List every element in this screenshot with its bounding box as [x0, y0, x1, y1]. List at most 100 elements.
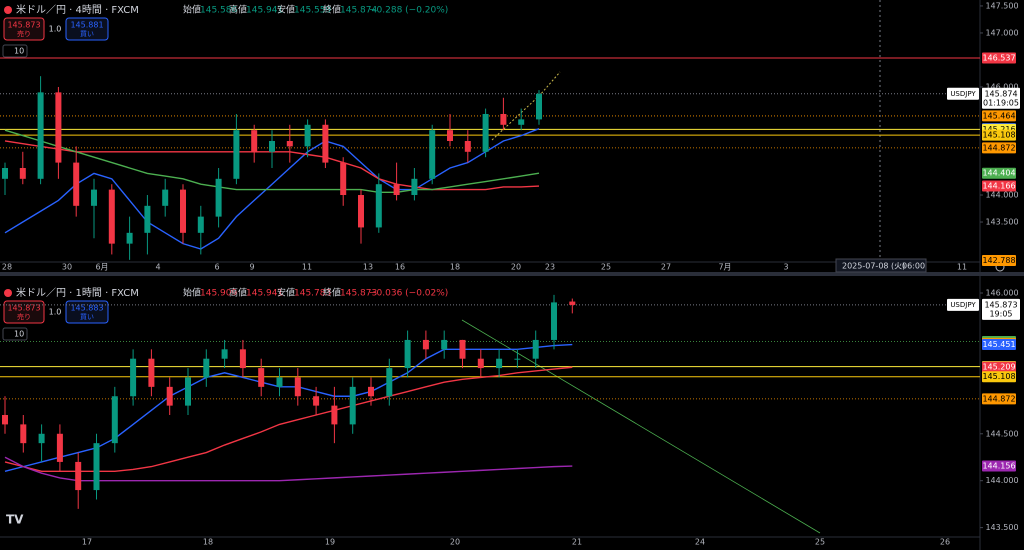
candle-body [404, 339, 411, 369]
ohlc-label: 始値 [183, 4, 201, 16]
candle-body [20, 424, 27, 444]
price-level-tag [982, 254, 1016, 266]
candle-body [37, 92, 44, 179]
current-price-tag [982, 298, 1020, 320]
candle-body [233, 130, 240, 179]
crosshair-date-box [835, 258, 927, 273]
candle-body [2, 168, 8, 179]
y-tick-label: 147.500 [985, 1, 1018, 10]
ohlc-value: 145.559 [294, 6, 331, 16]
symbol-tag [947, 87, 979, 100]
x-tick-label: 30 [62, 263, 72, 272]
sell-label: 売り [17, 312, 31, 321]
symbol-title: 米ドル／円 · 1時間 · FXCM [16, 286, 139, 299]
candle-body [215, 178, 222, 217]
x-tick-label: 7月 [718, 263, 731, 272]
candle-body [108, 189, 115, 244]
candle-body [130, 358, 137, 397]
candle-body [276, 377, 283, 387]
candle-body [93, 443, 100, 491]
symbol-tag-label: USDJPY [950, 301, 976, 309]
price-level-label: 145.464 [982, 111, 1015, 120]
y-tick-label: 144.500 [985, 429, 1018, 438]
ohlc-label: 高値 [229, 4, 247, 16]
price-level-label: 144.872 [982, 394, 1015, 403]
symbol-title: 米ドル／円 · 4時間 · FXCM [16, 3, 139, 16]
moving-average [4, 366, 573, 473]
candle-body [38, 433, 45, 444]
candle-body [239, 349, 246, 369]
y-tick-label: 143.500 [985, 523, 1018, 532]
indicator-toggle[interactable] [2, 327, 28, 341]
x-tick-label: 3 [783, 263, 788, 272]
ohlc-value: 145.874 [340, 6, 377, 16]
indicator-toggle[interactable] [2, 44, 28, 58]
candle-body [422, 339, 429, 350]
candle-body [197, 216, 204, 233]
price-level-label: 145.216 [982, 125, 1015, 134]
crosshair-date: 2025-07-08 (火) [842, 262, 905, 271]
sell-price: 145.873 [7, 21, 40, 30]
price-level-tag [982, 361, 1016, 373]
candle-body [111, 396, 118, 444]
candle-body [73, 162, 80, 206]
price-level-tag [982, 52, 1016, 64]
price-level-label: 142.788 [982, 256, 1015, 265]
price-level-label: 144.872 [982, 143, 1015, 152]
candle-body [2, 415, 8, 425]
x-tick-label: 20 [450, 538, 460, 547]
x-tick-label: 28 [2, 263, 12, 272]
ohlc-value: 145.941 [246, 289, 283, 299]
x-tick-label: 23 [545, 263, 555, 272]
x-tick-label: 27 [661, 263, 671, 272]
candle-body [75, 461, 82, 491]
candle-body [514, 358, 521, 360]
y-tick-label: 144.000 [985, 476, 1018, 485]
symbol-tag-label: USDJPY [950, 90, 976, 98]
ohlc-label: 安値 [277, 287, 295, 299]
x-tick-label: 18 [450, 263, 460, 272]
price-level-label: 146.537 [982, 53, 1015, 62]
candle-body [313, 396, 320, 406]
symbol-tag [947, 298, 979, 311]
x-tick-label: 6 [214, 263, 219, 272]
candle-body [393, 184, 400, 196]
current-price-label: 145.874 [984, 89, 1017, 98]
candle-body [459, 339, 466, 359]
x-tick-label: 26 [940, 538, 950, 547]
candle-body [203, 358, 210, 378]
buy-button[interactable] [65, 300, 109, 324]
candle-body [500, 113, 507, 125]
candle-body [91, 189, 97, 206]
x-tick-label: 16 [395, 263, 405, 272]
price-level-tag [982, 393, 1016, 405]
trend-line [461, 319, 821, 534]
candle-body [496, 358, 503, 369]
buy-button[interactable] [65, 17, 109, 41]
sell-label: 売り [17, 29, 31, 38]
price-level-tag [982, 167, 1016, 179]
candle-body [286, 140, 293, 147]
indicator-count: 10 [14, 330, 24, 339]
price-level-tag [982, 371, 1016, 383]
candle-body [322, 124, 329, 163]
ohlc-label: 終値 [323, 4, 341, 16]
logo: TV [6, 513, 24, 527]
price-level-tag [982, 110, 1016, 122]
candle-body [148, 358, 155, 387]
sell-button[interactable] [3, 300, 45, 324]
candle-body [162, 189, 169, 206]
ohlc-value: 145.873 [340, 289, 377, 299]
x-tick-label: 13 [363, 263, 373, 272]
x-tick-label: 6月 [95, 263, 108, 272]
sell-button[interactable] [3, 17, 45, 41]
symbol-icon [4, 289, 12, 297]
ohlc-value: 145.783 [294, 289, 331, 299]
candle-body [411, 178, 418, 196]
buy-price: 145.881 [70, 21, 103, 30]
candle-body [331, 405, 338, 425]
price-level-label: 145.108 [982, 131, 1015, 140]
candle-body [349, 386, 356, 425]
candle-body [144, 205, 151, 233]
